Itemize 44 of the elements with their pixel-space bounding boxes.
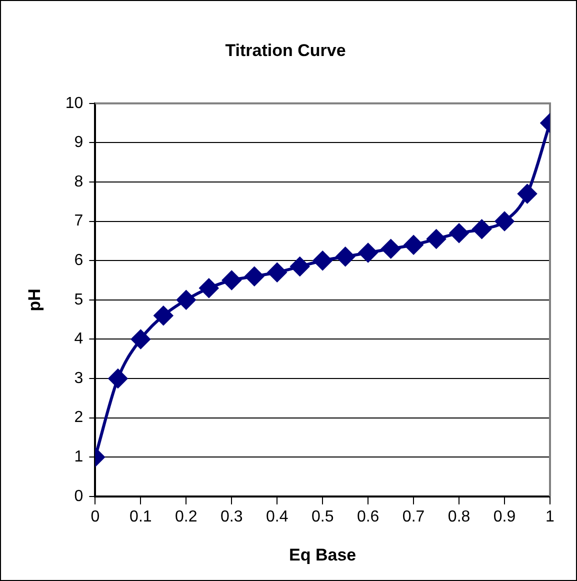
point (450, 224, 469, 243)
point (336, 247, 355, 266)
x-tick-label: 0.7 (402, 508, 425, 526)
x-tick-label: 0.5 (311, 508, 334, 526)
y-axis-title: pH (24, 288, 44, 312)
x-tick-label: 0.4 (266, 508, 288, 526)
x-axis-title: Eq Base (289, 545, 356, 564)
point (495, 212, 514, 231)
point (472, 220, 492, 239)
x-tick-label: 0.6 (356, 508, 380, 526)
point (222, 270, 242, 290)
point (518, 184, 537, 204)
x-tick-label: 0.1 (130, 508, 152, 526)
point (313, 251, 332, 270)
point (199, 278, 218, 298)
point (108, 369, 128, 388)
point (154, 306, 173, 326)
y-tick-label: 5 (74, 291, 84, 308)
y-tick-label: 4 (74, 330, 84, 348)
y-tick-label: 6 (74, 252, 84, 270)
y-tick-label: 1 (74, 448, 84, 466)
point (290, 256, 310, 276)
point (381, 239, 400, 258)
point (358, 243, 378, 262)
x-tick-label: 0.2 (175, 508, 198, 526)
chart-title: Titration Curve (225, 40, 346, 60)
x-tick-label: 0.3 (220, 508, 243, 526)
point (426, 229, 446, 248)
point (404, 235, 424, 254)
x-tick-label: 0 (90, 508, 100, 526)
point (131, 330, 150, 349)
point (268, 262, 287, 282)
y-tick-label: 10 (65, 94, 84, 112)
y-tick-label: 3 (74, 370, 84, 387)
y-tick-label: 8 (74, 173, 84, 190)
point (244, 266, 264, 286)
x-tick-label: 0.8 (448, 508, 470, 526)
y-tick-label: 9 (74, 134, 84, 152)
x-tick-label: 0.9 (493, 508, 516, 526)
y-tick-label: 2 (74, 409, 84, 426)
y-tick-label: 0 (74, 488, 84, 505)
x-tick-label: 1 (546, 508, 555, 526)
point (176, 290, 196, 310)
y-tick-label: 7 (74, 212, 84, 230)
